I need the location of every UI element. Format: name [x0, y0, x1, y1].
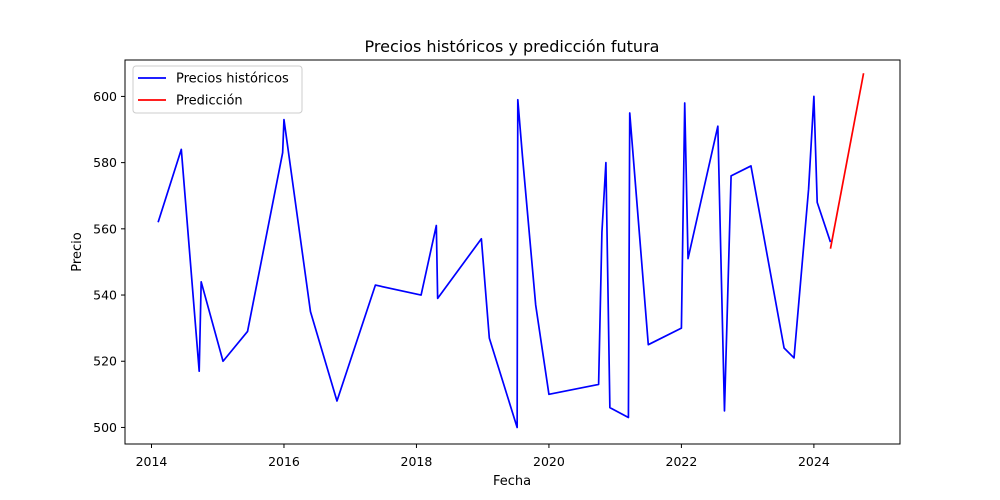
series-line-1 [157, 95, 832, 429]
plot-frame [124, 59, 901, 445]
y-tick-label: 520 [93, 354, 117, 369]
y-tick-label: 580 [93, 155, 117, 170]
legend-label-1: Precios históricos [176, 72, 289, 87]
y-tick-label: 600 [93, 89, 117, 104]
x-tick-label: 2022 [666, 454, 698, 469]
x-axis-label: Fecha [493, 474, 531, 489]
series-line-2 [829, 73, 865, 249]
legend: Precios históricos Predicción [132, 65, 303, 114]
y-tick-label: 560 [93, 221, 117, 236]
x-tick-label: 2018 [401, 454, 433, 469]
y-axis: 500 520 540 560 580 600 [93, 89, 125, 435]
plot-area [157, 73, 865, 429]
x-tick-label: 2020 [533, 454, 565, 469]
legend-box [132, 65, 303, 114]
x-tick-label: 2016 [268, 454, 300, 469]
legend-label-2: Predicción [176, 94, 243, 109]
y-tick-label: 540 [93, 288, 117, 303]
y-tick-label: 500 [93, 420, 117, 435]
x-axis: 2014 2016 2018 2020 2022 2024 [136, 444, 830, 469]
chart-title: Precios históricos y predicción futura [365, 37, 660, 56]
x-tick-label: 2014 [136, 454, 168, 469]
x-tick-label: 2024 [798, 454, 830, 469]
y-axis-label: Precio [70, 232, 85, 271]
